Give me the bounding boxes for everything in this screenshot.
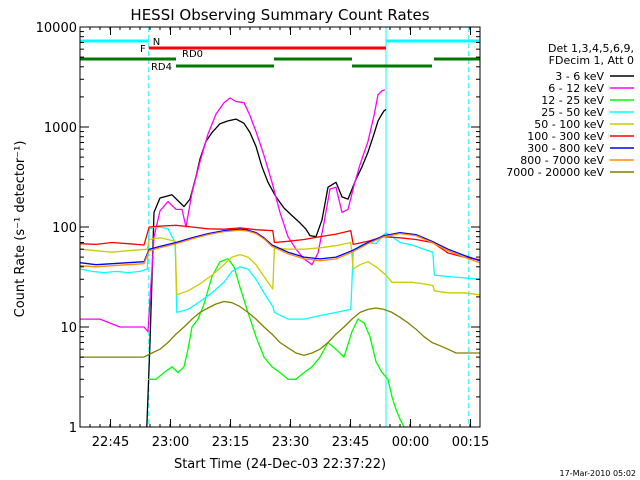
series-line-2 <box>148 258 408 427</box>
flag-label-RD4: RD4 <box>151 62 172 73</box>
legend-label-8: 7000 - 20000 keV <box>506 166 604 179</box>
y-axis: 1 10 100 1000 10000 <box>36 21 480 436</box>
state-flag-bars: NF RD0 RD4 <box>80 37 480 73</box>
series-line-8 <box>80 300 480 358</box>
series-line-3 <box>80 226 480 320</box>
legend-label-3: 25 - 50 keV <box>541 106 604 119</box>
flag-label-F: F <box>140 44 146 55</box>
y-tick-label-1: 10 <box>60 321 77 336</box>
series-lines <box>80 89 480 427</box>
legend-label-2: 12 - 25 keV <box>541 94 604 107</box>
timestamp: 17-Mar-2010 05:02 <box>560 469 637 478</box>
x-tick-label-0: 22:45 <box>92 435 129 450</box>
legend-header-0: Det 1,3,4,5,6,9, <box>548 42 634 55</box>
series-line-5 <box>80 224 480 261</box>
legend-label-4: 50 - 100 keV <box>534 118 604 131</box>
y-tick-label-2: 100 <box>52 221 77 236</box>
plot-area: NF RD0 RD4 <box>80 27 480 427</box>
y-tick-label-3: 1000 <box>44 121 77 136</box>
chart-title: HESSI Observing Summary Count Rates <box>130 6 429 24</box>
x-tick-label-4: 23:45 <box>332 435 369 450</box>
legend-label-0: 3 - 6 keV <box>555 70 604 83</box>
legend-label-1: 6 - 12 keV <box>548 82 604 95</box>
legend: Det 1,3,4,5,6,9,FDecim 1, Att 0 3 - 6 keV… <box>506 42 634 179</box>
legend-label-6: 300 - 800 keV <box>527 142 604 155</box>
y-tick-label-0: 1 <box>69 421 77 436</box>
series-line-7 <box>80 229 480 268</box>
legend-header-1: FDecim 1, Att 0 <box>549 54 634 67</box>
flag-label-RD0: RD0 <box>182 49 203 60</box>
x-axis-label: Start Time (24-Dec-03 22:37:22) <box>174 457 386 472</box>
x-axis: 22:45 23:00 23:15 23:30 23:45 00:00 00:15 <box>79 27 489 450</box>
legend-label-7: 800 - 7000 keV <box>520 154 604 167</box>
x-tick-label-3: 23:30 <box>272 435 309 450</box>
y-tick-label-4: 10000 <box>36 21 77 36</box>
legend-label-5: 100 - 300 keV <box>527 130 604 143</box>
flag-label-N: N <box>153 37 160 48</box>
x-tick-label-1: 23:00 <box>152 435 189 450</box>
x-tick-label-6: 00:15 <box>452 435 489 450</box>
x-tick-label-5: 00:00 <box>392 435 429 450</box>
x-tick-label-2: 23:15 <box>212 435 249 450</box>
y-axis-label: Count Rate (s⁻¹ detector⁻¹) <box>13 141 28 318</box>
series-line-1 <box>80 89 385 333</box>
